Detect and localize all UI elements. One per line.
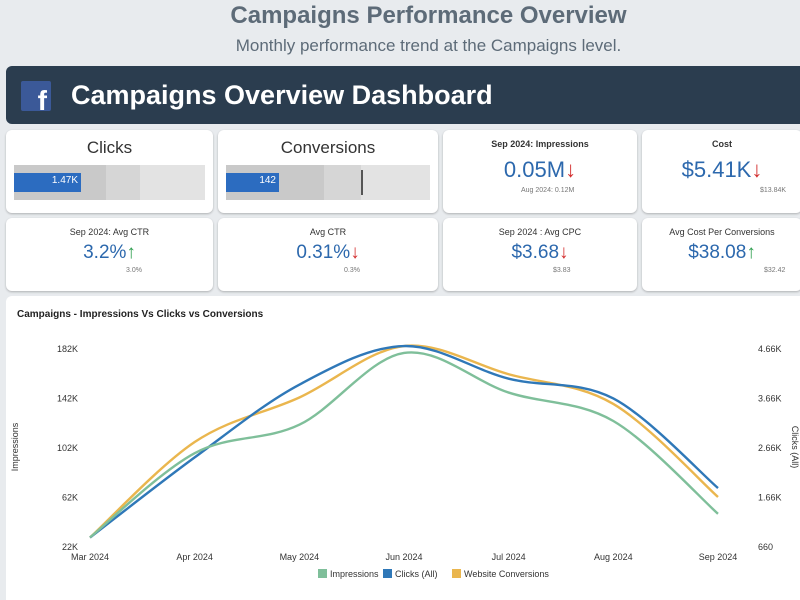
- clicks-bar: [14, 173, 81, 192]
- facebook-icon: f: [21, 81, 51, 111]
- clicks-bullet: 1.47K: [14, 165, 205, 200]
- up-arrow-icon: ↑: [126, 242, 136, 263]
- x-tick-label: Sep 2024: [699, 552, 738, 562]
- avg-ctr-sep-value: 3.2%↑: [83, 242, 136, 263]
- y2-tick-label: 3.66K: [758, 394, 782, 404]
- legend-label: Impressions: [330, 569, 379, 579]
- chart-card: Campaigns - Impressions Vs Clicks vs Con…: [6, 296, 800, 600]
- avg-ctr-sep-title: Sep 2024: Avg CTR: [69, 227, 150, 237]
- cost-card: Cost $5.41K↓ $13.84K: [642, 130, 800, 213]
- legend-label: Website Conversions: [464, 569, 549, 579]
- y-tick-label: 142K: [57, 394, 78, 404]
- conversions-value: 142: [259, 175, 276, 186]
- legend-label: Clicks (All): [395, 569, 438, 579]
- impressions-title: Sep 2024: Impressions: [491, 139, 589, 149]
- series-line-impressions: [89, 351, 719, 539]
- avg-cost-per-conversion-title: Avg Cost Per Conversions: [669, 227, 775, 237]
- page-subtitle: Monthly performance trend at the Campaig…: [235, 36, 622, 55]
- cost-previous: $13.84K: [760, 187, 787, 194]
- down-arrow-icon: ↓: [559, 242, 569, 263]
- x-tick-label: Jul 2024: [492, 552, 526, 562]
- chart-title: Campaigns - Impressions Vs Clicks vs Con…: [17, 309, 264, 320]
- impressions-card: Sep 2024: Impressions 0.05M↓ Aug 2024: 0…: [443, 130, 637, 213]
- y-tick-label: 102K: [57, 443, 78, 453]
- down-arrow-icon: ↓: [350, 242, 360, 263]
- legend-swatch: [383, 569, 392, 578]
- x-tick-label: Aug 2024: [594, 552, 633, 562]
- avg-ctr-sep-card: Sep 2024: Avg CTR 3.2%↑ 3.0%: [6, 218, 213, 291]
- clicks-value: 1.47K: [51, 175, 78, 186]
- avg-cost-per-conversion-previous: $32.42: [764, 267, 786, 274]
- y2-tick-label: 2.66K: [758, 443, 782, 453]
- avg-cost-per-conversion-value: $38.08↑: [688, 242, 756, 263]
- avg-ctr-sep-previous: 3.0%: [126, 267, 142, 274]
- x-tick-label: Mar 2024: [71, 552, 109, 562]
- cost-value: $5.41K↓: [681, 157, 763, 182]
- page-title: Campaigns Performance Overview: [230, 2, 627, 29]
- avg-cost-per-conversion-card: Avg Cost Per Conversions $38.08↑ $32.42: [642, 218, 800, 291]
- y-tick-label: 62K: [62, 493, 78, 503]
- avg-ctr-value: 0.31%↓: [296, 242, 360, 263]
- conversions-bullet: 142: [226, 165, 430, 200]
- avg-ctr-previous: 0.3%: [344, 267, 360, 274]
- avg-cpc-sep-value: $3.68↓: [511, 242, 569, 263]
- clicks-title: Clicks: [86, 138, 133, 157]
- y2-tick-label: 1.66K: [758, 493, 782, 503]
- avg-ctr-title: Avg CTR: [309, 227, 347, 237]
- series-line-clicks-all-: [89, 344, 719, 539]
- legend-swatch: [318, 569, 327, 578]
- x-tick-label: May 2024: [280, 552, 320, 562]
- y-tick-label: 182K: [57, 344, 78, 354]
- conversions-target-marker: [361, 170, 363, 195]
- y2-axis-label: Clicks (All): [790, 426, 800, 469]
- y2-tick-label: 4.66K: [758, 344, 782, 354]
- x-tick-label: Jun 2024: [385, 552, 422, 562]
- series-line-website-conversions: [89, 344, 719, 539]
- dashboard-banner: f Campaigns Overview Dashboard: [6, 66, 800, 124]
- y-tick-label: 22K: [62, 542, 78, 552]
- avg-cpc-sep-card: Sep 2024 : Avg CPC $3.68↓ $3.83: [443, 218, 637, 291]
- banner-title: Campaigns Overview Dashboard: [71, 80, 493, 110]
- conversions-card: Conversions 142: [218, 130, 438, 213]
- impressions-previous: Aug 2024: 0.12M: [521, 187, 575, 194]
- avg-cpc-sep-title: Sep 2024 : Avg CPC: [498, 227, 582, 237]
- down-arrow-icon: ↓: [565, 157, 577, 182]
- up-arrow-icon: ↑: [746, 242, 756, 263]
- legend-swatch: [452, 569, 461, 578]
- conversions-title: Conversions: [280, 138, 376, 157]
- clicks-card: Clicks 1.47K: [6, 130, 213, 213]
- cost-title: Cost: [712, 139, 732, 149]
- y-axis-label: Impressions: [10, 422, 20, 471]
- x-tick-label: Apr 2024: [176, 552, 213, 562]
- conversions-bar: [226, 173, 279, 192]
- avg-cpc-sep-previous: $3.83: [553, 267, 571, 274]
- line-chart: 22K 62K 102K 142K 182K 660 1.66K 2.66K 3.66K 4.66…: [10, 344, 800, 579]
- impressions-value: 0.05M↓: [503, 157, 577, 182]
- avg-ctr-card: Avg CTR 0.31%↓ 0.3%: [218, 218, 438, 291]
- down-arrow-icon: ↓: [751, 157, 763, 182]
- y2-tick-label: 660: [758, 542, 773, 552]
